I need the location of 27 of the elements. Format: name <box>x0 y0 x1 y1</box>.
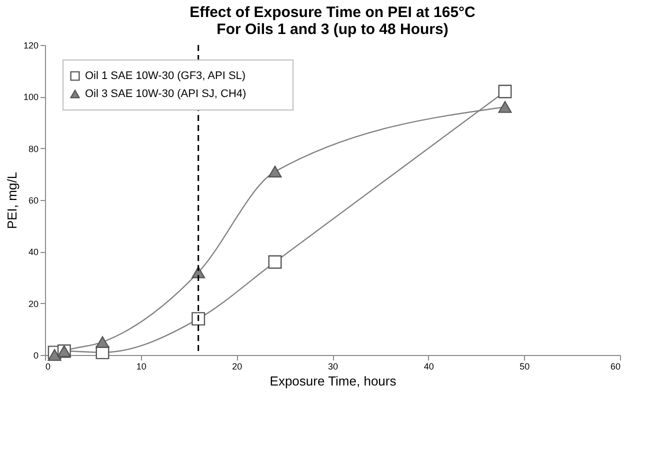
x-tick-label: 0 <box>46 362 51 372</box>
x-tick-label: 10 <box>136 362 146 372</box>
text: Effect of Exposure Time on PEI at 165°C <box>190 4 476 21</box>
y-tick-label: 80 <box>28 144 38 154</box>
x-tick-label: 20 <box>232 362 242 372</box>
x-tick-label: 30 <box>328 362 338 372</box>
point <box>498 101 512 113</box>
y-tick-label: 60 <box>28 196 38 206</box>
y-tick-label: 100 <box>23 92 38 102</box>
point <box>268 255 282 269</box>
y-axis-title: PEI, mg/L <box>4 172 20 230</box>
legend-label: Oil 1 SAE 10W-30 (GF3, API SL) <box>85 70 246 82</box>
point <box>268 166 282 178</box>
point <box>48 349 62 361</box>
x-tick-label: 40 <box>424 362 434 372</box>
y-tick-label: 40 <box>28 247 38 258</box>
x-tick-label: 50 <box>520 362 530 372</box>
x-axis-title: Exposure Time, hours <box>270 374 397 388</box>
point <box>192 312 206 326</box>
text: For Oils 1 and 3 (up to 48 Hours) <box>216 21 448 38</box>
point <box>498 84 512 98</box>
legend-label: Oil 3 SAE 10W-30 (API SJ, CH4) <box>85 88 246 100</box>
y-tick-label: 120 <box>23 40 38 50</box>
y-tick-label: 0 <box>33 350 38 360</box>
y-tick-label: 20 <box>28 298 38 309</box>
x-tick-label: 60 <box>610 362 620 372</box>
point <box>96 336 110 348</box>
